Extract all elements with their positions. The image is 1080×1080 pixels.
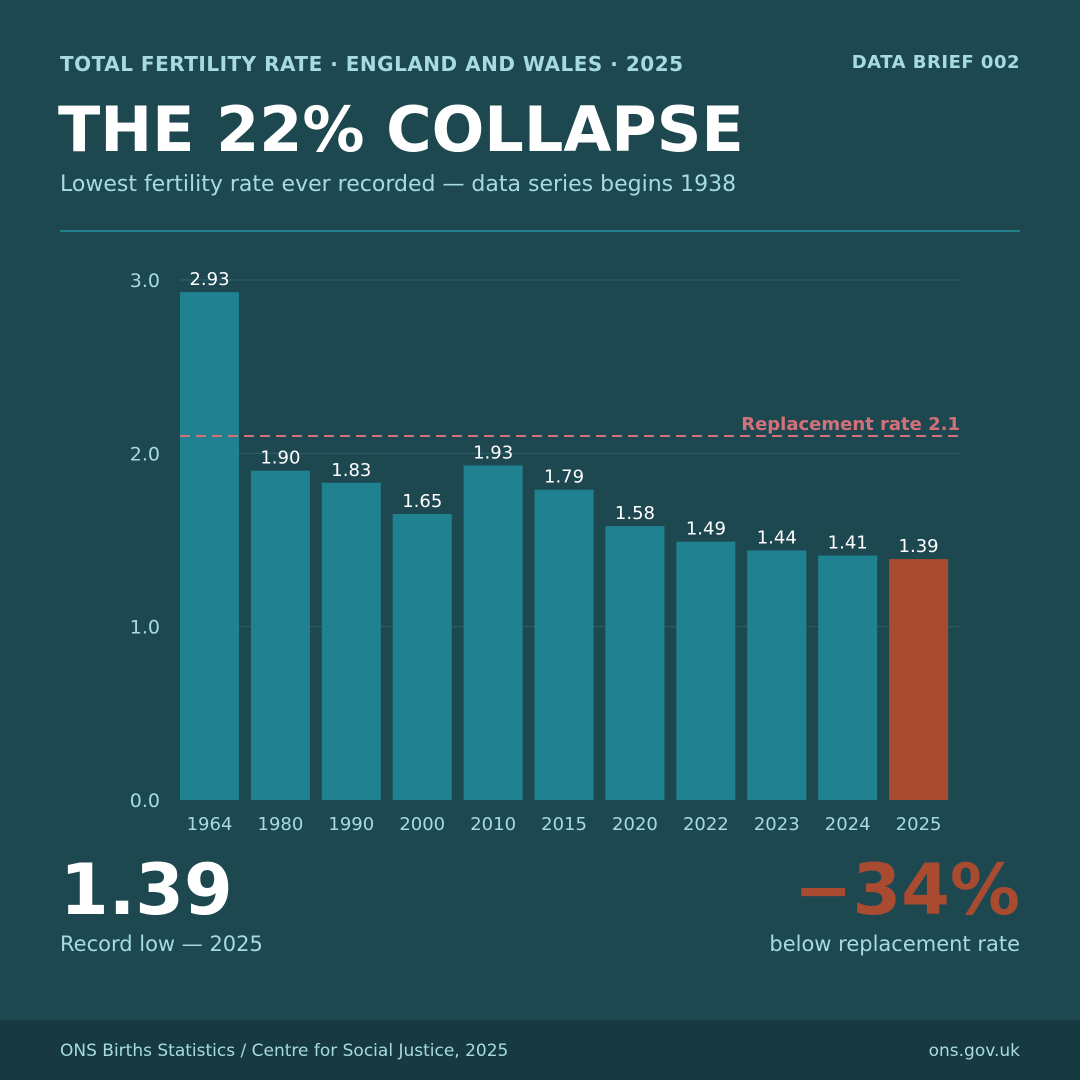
bar-2024 bbox=[818, 555, 878, 800]
record-low-caption: Record low — 2025 bbox=[60, 932, 263, 956]
y-tick-label: 0.0 bbox=[130, 790, 160, 812]
x-tick-label-2023: 2023 bbox=[754, 814, 800, 835]
x-tick-label-1990: 1990 bbox=[328, 814, 374, 835]
x-tick-label-2025: 2025 bbox=[896, 814, 942, 835]
x-tick-label-1980: 1980 bbox=[258, 814, 304, 835]
bar-2022 bbox=[676, 541, 736, 800]
bar-value-label-1990: 1.83 bbox=[331, 460, 371, 481]
y-tick-label: 1.0 bbox=[130, 617, 160, 639]
x-tick-label-2015: 2015 bbox=[541, 814, 587, 835]
below-replacement-value: −34% bbox=[793, 849, 1020, 931]
bar-1980 bbox=[250, 470, 310, 800]
bar-value-label-2025: 1.39 bbox=[899, 536, 939, 557]
footer: ONS Births Statistics / Centre for Socia… bbox=[0, 1020, 1080, 1080]
bar-1990 bbox=[321, 482, 381, 800]
bar-value-label-1980: 1.90 bbox=[260, 448, 300, 469]
x-tick-label-2010: 2010 bbox=[470, 814, 516, 835]
bar-2015 bbox=[534, 489, 594, 800]
below-replacement-caption: below replacement rate bbox=[769, 932, 1020, 956]
x-tick-label-2022: 2022 bbox=[683, 814, 729, 835]
y-tick-label: 2.0 bbox=[130, 443, 160, 465]
fertility-bar-chart: 0.0 1.0 2.0 3.0 2.93 1964 1.90 1980 1.83 1990 1.65… bbox=[130, 269, 960, 835]
bar-value-label-2015: 1.79 bbox=[544, 467, 584, 488]
y-tick-label: 3.0 bbox=[130, 270, 160, 292]
page-subtitle: Lowest fertility rate ever recorded — da… bbox=[60, 172, 737, 197]
bar-value-label-2010: 1.93 bbox=[473, 442, 513, 463]
footer-url[interactable]: ons.gov.uk bbox=[928, 1041, 1020, 1061]
x-tick-label-2024: 2024 bbox=[825, 814, 871, 835]
bar-value-label-2000: 1.65 bbox=[402, 491, 442, 512]
bar-value-label-2020: 1.58 bbox=[615, 503, 655, 524]
footer-source: ONS Births Statistics / Centre for Socia… bbox=[60, 1041, 509, 1061]
bar-value-label-2023: 1.44 bbox=[757, 527, 797, 548]
bar-2010 bbox=[463, 465, 523, 800]
header-divider bbox=[60, 230, 1020, 232]
bar-2025 bbox=[889, 559, 949, 800]
page-title: THE 22% COLLAPSE bbox=[58, 93, 744, 166]
replacement-rate-label: Replacement rate 2.1 bbox=[741, 414, 960, 435]
bar-value-label-2024: 1.41 bbox=[828, 533, 868, 554]
x-tick-label-1964: 1964 bbox=[187, 814, 233, 835]
bar-2000 bbox=[392, 514, 452, 800]
bar-2023 bbox=[747, 550, 807, 800]
x-tick-label-2000: 2000 bbox=[399, 814, 445, 835]
brief-label: DATA BRIEF 002 bbox=[851, 52, 1020, 73]
kicker-label: TOTAL FERTILITY RATE · ENGLAND AND WALES… bbox=[60, 52, 684, 76]
x-tick-label-2020: 2020 bbox=[612, 814, 658, 835]
bar-1964 bbox=[180, 292, 239, 800]
bar-value-label-1964: 2.93 bbox=[189, 269, 229, 290]
record-low-value: 1.39 bbox=[60, 849, 233, 931]
bar-2020 bbox=[605, 526, 665, 800]
bar-value-label-2022: 1.49 bbox=[686, 519, 726, 540]
